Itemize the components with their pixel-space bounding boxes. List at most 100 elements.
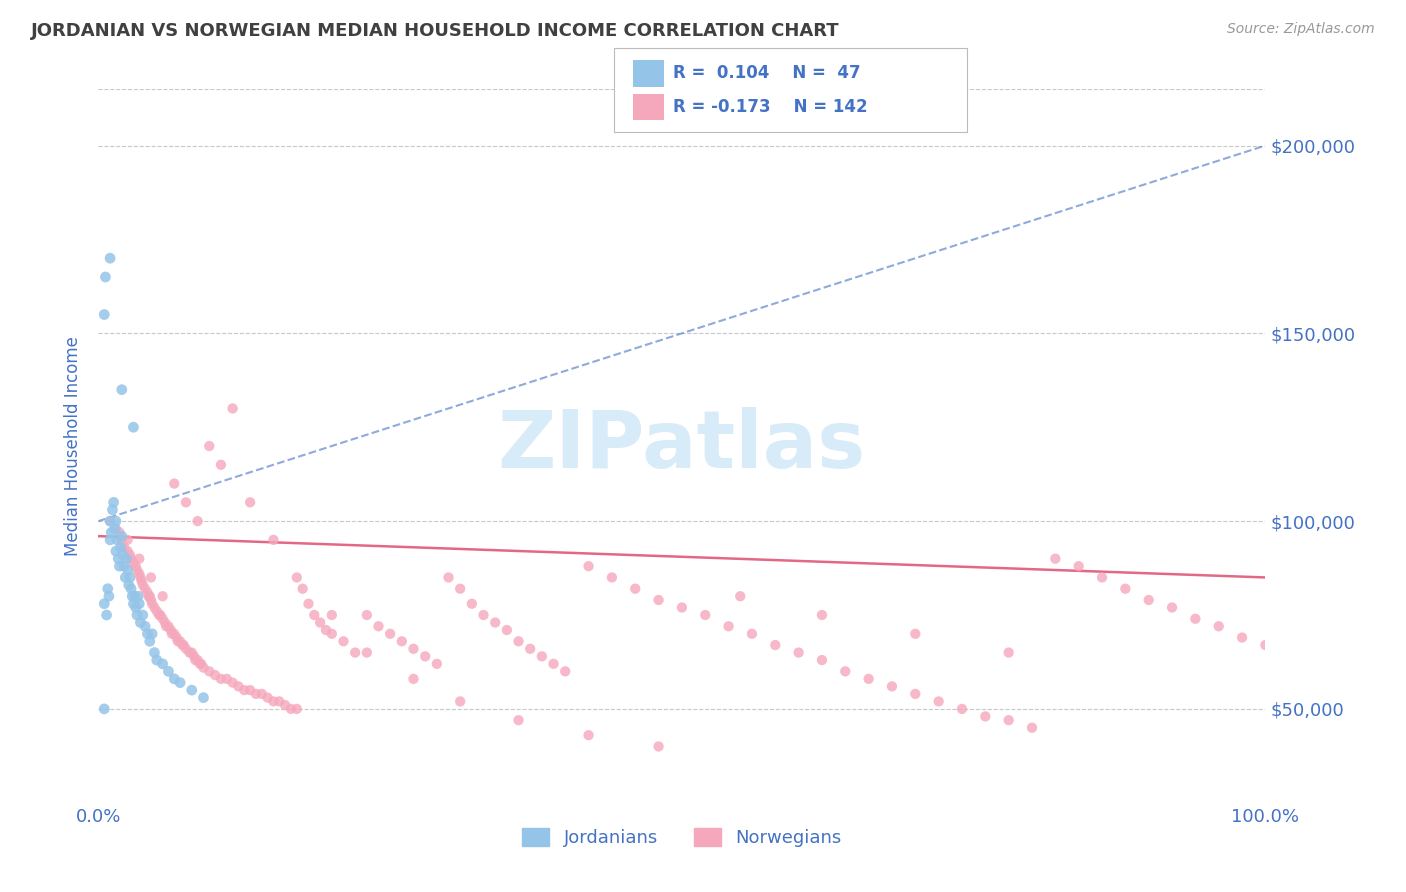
Point — [245, 687, 267, 701]
Y-axis label: Median Household Income: Median Household Income — [65, 336, 83, 556]
Point — [1230, 631, 1253, 645]
Point — [198, 439, 221, 453]
Point — [1184, 612, 1206, 626]
Point — [1021, 721, 1043, 735]
Point — [391, 634, 413, 648]
Point — [858, 672, 880, 686]
Point — [93, 308, 115, 322]
Point — [309, 615, 332, 630]
Point — [117, 544, 139, 558]
Point — [180, 683, 202, 698]
Point — [125, 607, 148, 622]
Point — [402, 672, 425, 686]
Point — [904, 687, 927, 701]
Point — [98, 514, 121, 528]
Point — [157, 619, 180, 633]
Point — [174, 495, 197, 509]
Point — [118, 578, 141, 592]
Point — [239, 495, 262, 509]
Point — [136, 585, 159, 599]
Point — [160, 627, 183, 641]
Point — [129, 570, 152, 584]
Point — [187, 653, 209, 667]
Point — [269, 694, 291, 708]
Point — [193, 690, 215, 705]
Point — [173, 638, 195, 652]
Point — [141, 597, 163, 611]
Point — [367, 619, 389, 633]
Point — [128, 551, 150, 566]
Point — [554, 665, 576, 679]
Point — [98, 251, 121, 265]
Text: ZIPatlas: ZIPatlas — [498, 407, 866, 485]
Point — [356, 646, 378, 660]
Point — [169, 675, 191, 690]
Point — [129, 615, 152, 630]
Point — [97, 582, 120, 596]
Point — [904, 627, 927, 641]
Point — [304, 607, 326, 622]
Point — [112, 559, 135, 574]
Point — [134, 619, 156, 633]
Point — [157, 665, 180, 679]
Point — [117, 533, 139, 547]
Point — [174, 641, 197, 656]
Point — [228, 679, 250, 693]
Point — [239, 683, 262, 698]
Point — [100, 525, 122, 540]
Point — [125, 600, 148, 615]
Point — [262, 694, 284, 708]
Point — [93, 597, 115, 611]
Point — [132, 607, 155, 622]
Point — [111, 548, 134, 562]
Point — [136, 627, 159, 641]
Point — [671, 600, 693, 615]
Point — [108, 525, 131, 540]
Point — [332, 634, 354, 648]
Point — [153, 615, 176, 630]
Point — [98, 533, 121, 547]
Point — [112, 541, 135, 555]
Point — [179, 646, 201, 660]
Point — [730, 589, 752, 603]
Point — [256, 690, 278, 705]
Point — [198, 665, 221, 679]
Point — [215, 672, 238, 686]
Point — [262, 533, 284, 547]
Point — [204, 668, 226, 682]
Point — [413, 649, 436, 664]
Point — [221, 675, 243, 690]
Point — [974, 709, 997, 723]
Point — [103, 495, 125, 509]
Point — [402, 641, 425, 656]
Point — [274, 698, 297, 713]
Point — [111, 383, 134, 397]
Point — [221, 401, 243, 416]
Point — [169, 634, 191, 648]
Point — [624, 582, 647, 596]
Text: JORDANIAN VS NORWEGIAN MEDIAN HOUSEHOLD INCOME CORRELATION CHART: JORDANIAN VS NORWEGIAN MEDIAN HOUSEHOLD … — [31, 22, 839, 40]
Point — [928, 694, 950, 708]
Point — [950, 702, 973, 716]
Point — [183, 649, 205, 664]
Point — [107, 551, 129, 566]
Point — [787, 646, 810, 660]
Point — [166, 634, 188, 648]
Point — [101, 503, 124, 517]
Point — [134, 582, 156, 596]
Point — [1114, 582, 1136, 596]
Point — [811, 653, 834, 667]
Point — [1137, 593, 1160, 607]
Point — [834, 665, 856, 679]
Point — [233, 683, 256, 698]
Point — [108, 559, 131, 574]
Point — [1161, 600, 1184, 615]
Point — [118, 548, 141, 562]
Point — [127, 589, 149, 603]
Point — [519, 641, 541, 656]
Point — [143, 600, 166, 615]
Point — [152, 589, 174, 603]
Point — [188, 657, 211, 671]
Point — [120, 582, 142, 596]
Point — [997, 713, 1019, 727]
